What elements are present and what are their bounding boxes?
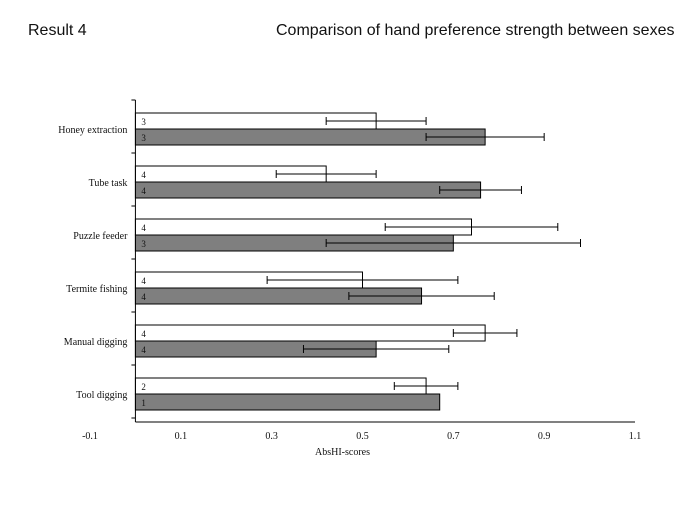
x-tick-label: 0.9 — [538, 431, 551, 442]
bar-count-label: 4 — [141, 292, 146, 302]
y-category-label: Termite fishing — [66, 284, 127, 295]
bar-count-label: 4 — [141, 223, 146, 233]
bar-count-label: 3 — [141, 117, 146, 127]
x-tick-label: -0.1 — [82, 431, 98, 442]
bar — [134, 181, 482, 199]
y-category-label: Tool digging — [76, 390, 127, 401]
y-category-label: Honey extraction — [58, 125, 127, 136]
bars-layer — [134, 112, 486, 411]
bar — [134, 377, 427, 395]
x-tick-label: 1.1 — [629, 431, 642, 442]
bar-count-label: 4 — [141, 345, 146, 355]
bar-count-label: 4 — [141, 276, 146, 286]
bar-count-label: 1 — [141, 398, 146, 408]
x-tick-label: 0.5 — [356, 431, 369, 442]
ticks-layer: -0.1 0.1 0.3 0.5 0.7 0.9 1.1 Honey extraction Tu… — [58, 99, 642, 442]
result-heading: Result 4 — [28, 22, 87, 39]
bar-count-label: 2 — [141, 382, 146, 392]
bar — [134, 393, 441, 411]
y-category-label: Manual digging — [64, 337, 128, 348]
bar-count-label: 4 — [141, 329, 146, 339]
x-tick-label: 0.1 — [175, 431, 188, 442]
y-category-label: Tube task — [89, 178, 128, 189]
bar-count-label: 4 — [141, 170, 146, 180]
error-bars-layer — [266, 117, 581, 390]
bar — [134, 324, 486, 342]
x-axis-label: AbsHI-scores — [315, 447, 370, 458]
y-category-label: Puzzle feeder — [73, 231, 128, 242]
bar-count-label: 3 — [141, 133, 146, 143]
x-tick-label: 0.3 — [265, 431, 278, 442]
bar-labels-layer: 3 3 4 4 4 3 4 4 4 4 2 1 — [141, 117, 146, 408]
x-tick-label: 0.7 — [447, 431, 460, 442]
bar-count-label: 4 — [141, 186, 146, 196]
bar-count-label: 3 — [141, 239, 146, 249]
chart-heading: Comparison of hand preference strength b… — [276, 22, 675, 39]
